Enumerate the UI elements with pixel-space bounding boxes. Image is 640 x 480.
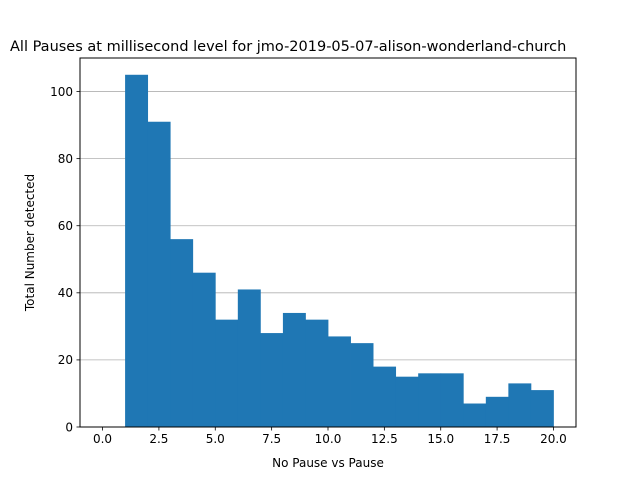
histogram-bar <box>508 383 532 427</box>
x-tick-label: 20.0 <box>540 432 567 446</box>
x-tick-label: 7.5 <box>262 432 281 446</box>
histogram-bar <box>260 333 284 427</box>
y-tick-label: 80 <box>58 152 73 166</box>
x-tick-label: 12.5 <box>371 432 398 446</box>
histogram-bar <box>237 289 261 427</box>
histogram-bar <box>170 239 194 427</box>
y-tick-label: 0 <box>65 420 73 434</box>
y-axis-label: Total Number detected <box>23 174 37 312</box>
y-tick-label: 100 <box>50 85 73 99</box>
histogram-bar <box>418 373 442 427</box>
histogram-bar <box>395 376 419 427</box>
x-tick-label: 10.0 <box>315 432 342 446</box>
y-axis-ticks: 0 20 40 60 80 100 <box>50 85 80 434</box>
x-tick-label: 5.0 <box>206 432 225 446</box>
x-tick-label: 15.0 <box>427 432 454 446</box>
histogram-bar <box>328 336 351 427</box>
histogram-bar <box>192 272 216 427</box>
x-tick-label: 17.5 <box>484 432 511 446</box>
histogram-bar <box>350 343 374 427</box>
histogram-bar <box>530 390 554 427</box>
histogram-bars <box>125 74 554 428</box>
x-axis-label: No Pause vs Pause <box>272 456 384 470</box>
histogram-bar <box>125 74 149 427</box>
histogram-bar <box>485 396 509 427</box>
y-tick-label: 60 <box>58 219 73 233</box>
histogram-bar <box>373 366 397 427</box>
x-axis-ticks: 0.0 2.5 5.0 7.5 10.0 12.5 15.0 17.5 20.0 <box>93 427 567 446</box>
chart-title: All Pauses at millisecond level for jmo-… <box>10 39 566 55</box>
y-tick-label: 20 <box>58 353 73 367</box>
histogram-bar <box>305 319 329 427</box>
histogram-bar <box>440 373 464 427</box>
histogram-bar <box>282 312 306 427</box>
x-tick-label: 0.0 <box>93 432 112 446</box>
histogram-bar <box>215 319 239 427</box>
x-tick-label: 2.5 <box>149 432 168 446</box>
histogram-bar <box>147 121 171 428</box>
y-tick-label: 40 <box>58 286 73 300</box>
histogram-bar <box>463 403 487 427</box>
